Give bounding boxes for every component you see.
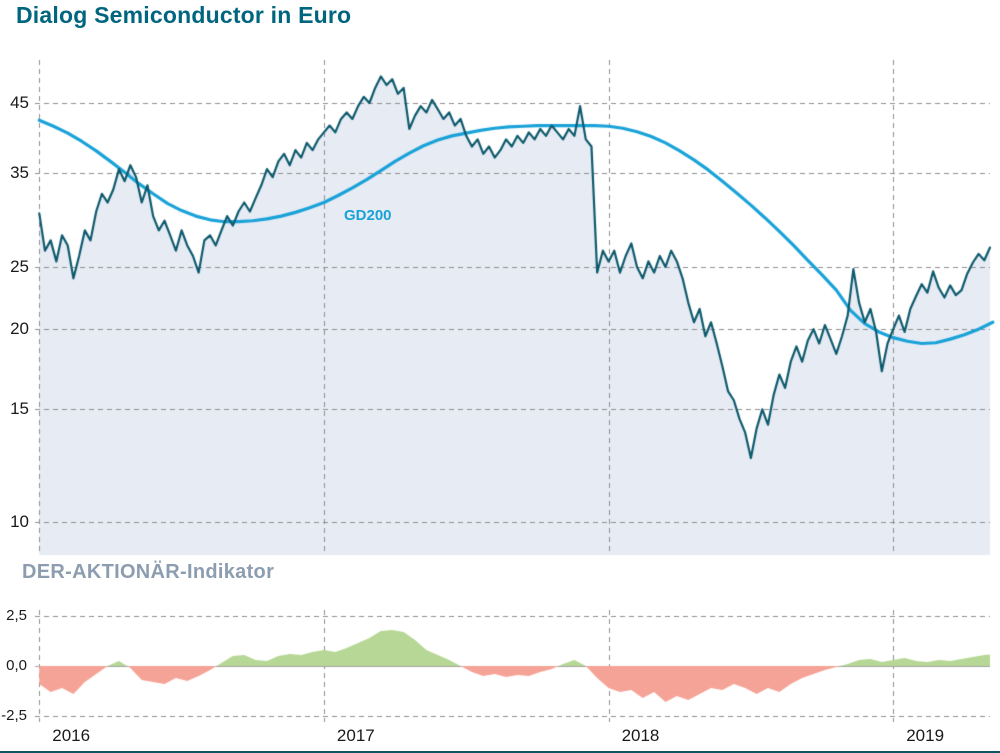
indicator-title: DER-AKTIONÄR-Indikator <box>22 561 275 583</box>
page-title: Dialog Semiconductor in Euro <box>16 2 352 28</box>
bottom-divider <box>0 751 1000 753</box>
gd200-series-label: GD200 <box>344 207 392 224</box>
